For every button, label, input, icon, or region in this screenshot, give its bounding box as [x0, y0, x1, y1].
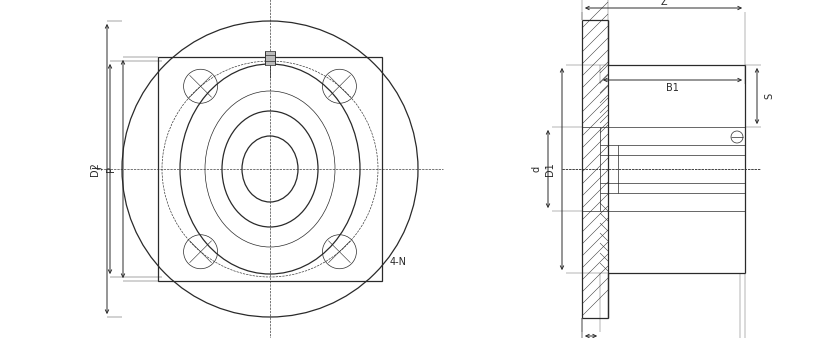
- Text: B1: B1: [666, 83, 679, 93]
- Bar: [158, 57, 382, 281]
- Text: 4-N: 4-N: [390, 257, 407, 267]
- Bar: [265, 51, 275, 65]
- Text: D1: D1: [545, 162, 555, 176]
- Text: J: J: [93, 168, 103, 170]
- Text: d: d: [531, 166, 541, 172]
- Text: D2: D2: [90, 162, 100, 176]
- Text: S: S: [764, 93, 774, 99]
- Text: Z: Z: [660, 0, 667, 7]
- Text: P: P: [106, 166, 116, 172]
